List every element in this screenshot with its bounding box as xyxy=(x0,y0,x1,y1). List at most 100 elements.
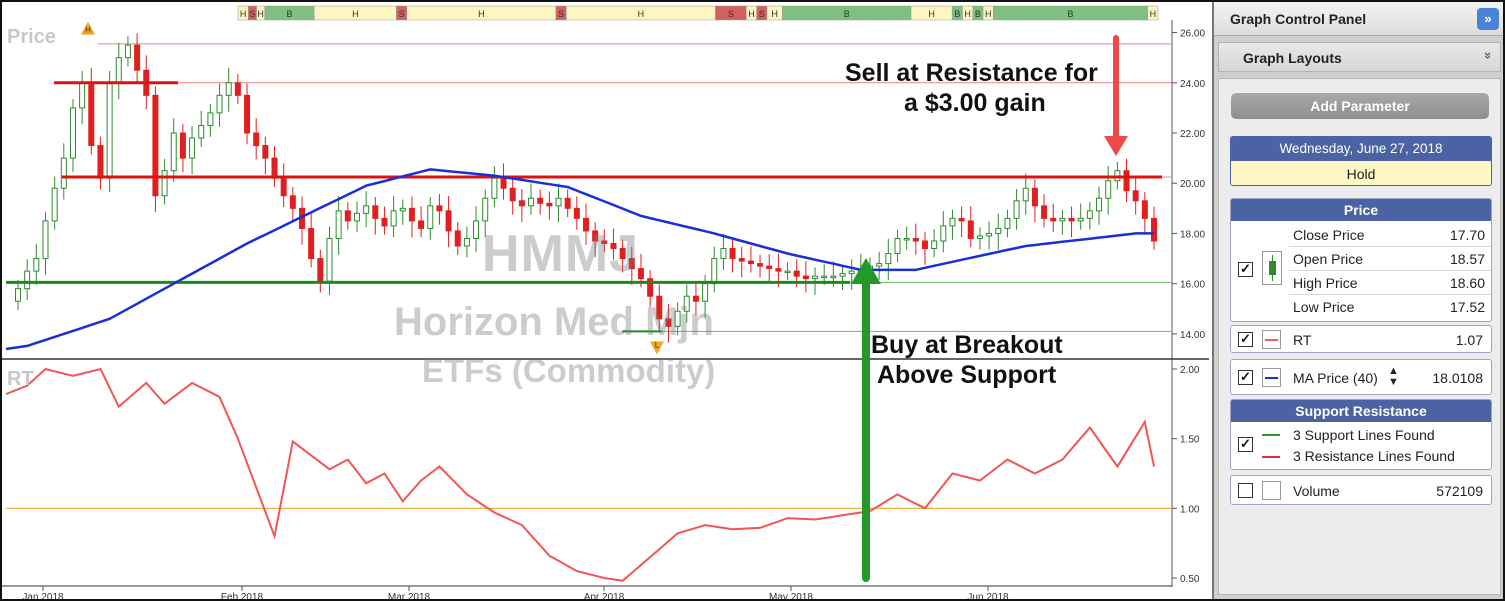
low-price-label: Low Price xyxy=(1293,299,1355,315)
volume-value: 572109 xyxy=(1436,483,1483,499)
ma-price-line xyxy=(5,168,1154,351)
candle-body xyxy=(418,220,425,229)
candle-body xyxy=(876,263,883,267)
rt-tick-label: 1.00 xyxy=(1180,504,1200,515)
candle-body xyxy=(427,205,434,229)
close-price-value: 17.70 xyxy=(1449,227,1485,243)
candle-body xyxy=(372,205,379,219)
candle-body xyxy=(207,112,214,126)
candle-body xyxy=(821,275,828,279)
candle-body xyxy=(619,248,626,260)
expand-panel-button[interactable]: » xyxy=(1477,8,1499,30)
candle-body xyxy=(509,187,516,202)
candle-body xyxy=(802,275,809,280)
support-resistance-title: Support Resistance xyxy=(1231,400,1491,422)
ma-label: MA Price (40) xyxy=(1293,370,1378,386)
candle-body xyxy=(115,57,122,84)
support-line-icon xyxy=(1262,434,1280,436)
stock-chart[interactable]: H S H B H S H S H S H S H B H B H B H B H 26.00 24.00 22.00 20.0… xyxy=(2,2,1209,599)
candle-body xyxy=(1151,217,1157,242)
price-card-title: Price xyxy=(1231,199,1491,221)
current-signal: Hold xyxy=(1231,161,1491,185)
volume-checkbox[interactable] xyxy=(1238,483,1253,498)
chart-canvas[interactable]: H S H B H S H S H S H S H B H B H B H B H26.0024.0022.0020.0… xyxy=(2,2,1209,599)
rt-tick-label: 1.50 xyxy=(1180,435,1200,446)
candle-body xyxy=(601,240,608,244)
candle-body xyxy=(812,275,819,280)
candle-body xyxy=(647,278,654,297)
candle-body xyxy=(729,248,736,260)
candle-body xyxy=(564,197,571,209)
ma-value: 18.0108 xyxy=(1432,370,1483,386)
candle-body xyxy=(436,205,443,212)
rt-color-swatch[interactable] xyxy=(1262,330,1281,349)
add-parameter-button[interactable]: Add Parameter xyxy=(1231,93,1489,119)
price-checkbox[interactable]: ✓ xyxy=(1238,262,1253,277)
candle-body xyxy=(573,207,580,219)
ma-color-swatch[interactable] xyxy=(1262,368,1281,387)
signal-label: H xyxy=(985,9,992,19)
candle-body xyxy=(42,220,49,260)
volume-row: Volume 572109 xyxy=(1230,475,1492,505)
candle-body xyxy=(1068,217,1075,222)
price-tick-label: 14.00 xyxy=(1180,330,1205,341)
panel-body: Add Parameter Wednesday, June 27, 2018 H… xyxy=(1218,78,1501,595)
high-marker-label: H xyxy=(85,26,91,35)
buy-annotation-line2: Above Support xyxy=(877,361,1057,389)
signal-label: H xyxy=(771,9,778,19)
price-tick-label: 18.00 xyxy=(1180,229,1205,240)
low-marker-label: L xyxy=(655,340,660,349)
candle-body xyxy=(106,82,113,179)
candle-body xyxy=(894,237,901,255)
candle-body xyxy=(179,132,186,159)
candle-body xyxy=(24,270,31,290)
candle-body xyxy=(848,270,855,275)
signal-label: H xyxy=(478,9,485,19)
candle-body xyxy=(399,207,406,212)
ma-row: ✓ MA Price (40) ▲ ▼ 18.0108 xyxy=(1230,359,1492,395)
candle-body xyxy=(234,82,241,96)
resistance-line-icon xyxy=(1262,456,1280,458)
high-price-label: High Price xyxy=(1293,275,1358,291)
signal-label: H xyxy=(748,9,755,19)
signal-label: S xyxy=(728,9,734,19)
low-price-value: 17.52 xyxy=(1449,299,1485,315)
buy-annotation-line1: Buy at Breakout xyxy=(871,331,1063,359)
candle-body xyxy=(344,210,351,222)
candle-body xyxy=(253,132,260,147)
candle-body xyxy=(1004,217,1011,229)
candle-body xyxy=(555,197,562,207)
candle-body xyxy=(170,132,177,172)
candle-body xyxy=(445,210,452,232)
sell-annotation-line2: a $3.00 gain xyxy=(904,89,1046,117)
candle-body xyxy=(97,145,104,179)
signal-label: S xyxy=(399,9,405,19)
candle-body xyxy=(335,210,342,239)
support-resistance-checkbox[interactable]: ✓ xyxy=(1238,437,1253,452)
price-tick-label: 26.00 xyxy=(1180,29,1205,40)
signal-label: H xyxy=(964,9,971,19)
candle-body xyxy=(1141,200,1148,219)
graph-layouts-bar[interactable]: Graph Layouts » xyxy=(1218,42,1501,72)
candle-body xyxy=(198,124,205,139)
low-marker-icon xyxy=(650,341,664,355)
candle-body xyxy=(69,107,76,159)
candle-body xyxy=(189,137,196,159)
chevron-down-icon[interactable]: » xyxy=(1480,51,1496,60)
candle-body xyxy=(958,217,965,222)
candle-body xyxy=(482,197,489,222)
candle-body xyxy=(976,235,983,239)
rt-checkbox[interactable]: ✓ xyxy=(1238,332,1253,347)
sort-arrows-icon[interactable]: ▲ ▼ xyxy=(1388,365,1399,388)
signal-label: B xyxy=(975,9,981,19)
signal-label: H xyxy=(352,9,359,19)
candle-body xyxy=(1022,187,1029,202)
ma-checkbox[interactable]: ✓ xyxy=(1238,370,1253,385)
price-card: Price ✓ Close Price 17.70 Open Price 18.… xyxy=(1230,198,1492,322)
candle-body xyxy=(1132,190,1139,202)
volume-color-swatch[interactable] xyxy=(1262,481,1281,500)
candle-body xyxy=(33,258,40,272)
candle-body xyxy=(408,207,415,222)
candle-body xyxy=(1086,210,1093,219)
selected-date: Wednesday, June 27, 2018 xyxy=(1231,137,1491,161)
